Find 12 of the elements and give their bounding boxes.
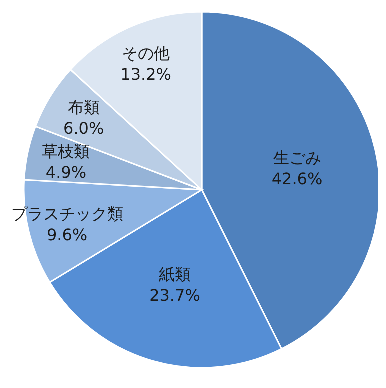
data-label: 42.6% — [272, 169, 323, 188]
slice-label: 布類 — [68, 98, 100, 118]
data-label: 13.2% — [120, 64, 172, 84]
slice-label: プラスチック類 — [11, 204, 124, 224]
slice-label: その他 — [122, 44, 170, 63]
data-label: 9.6% — [46, 226, 88, 245]
data-label: 6.0% — [64, 119, 104, 138]
slice-label: 草枝類 — [42, 142, 90, 161]
slice-label: 紙類 — [158, 265, 191, 284]
data-label: 23.7% — [150, 286, 200, 306]
slice-label: 生ごみ — [273, 148, 322, 168]
data-label: 4.9% — [46, 162, 87, 182]
